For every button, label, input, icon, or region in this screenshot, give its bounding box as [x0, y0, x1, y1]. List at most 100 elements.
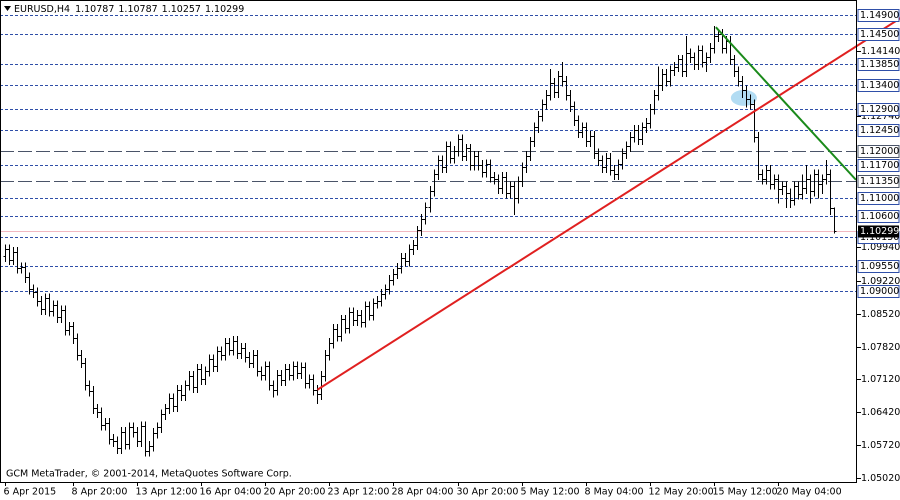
ohlc-bar	[656, 66, 661, 101]
ohlc-bar	[139, 421, 144, 447]
ohlc-bar	[676, 54, 681, 73]
ohlc-bar	[632, 125, 637, 143]
ohlc-bar	[740, 75, 745, 98]
level-label: 1.13850	[860, 59, 899, 70]
ohlc-bar	[508, 181, 513, 199]
trendline	[715, 26, 857, 181]
level-label: 1.12900	[860, 104, 899, 115]
ohlc-bar	[99, 407, 104, 431]
ohlc-bar	[640, 122, 645, 145]
ohlc-bar	[464, 143, 469, 162]
ohlc-bar	[660, 68, 665, 91]
ohlc-bar	[235, 335, 240, 359]
ohlc-bar	[115, 436, 120, 454]
ohlc-bar	[752, 99, 757, 143]
ohlc-bar	[824, 160, 829, 185]
ohlc-bar	[432, 169, 437, 197]
ohlc-bar	[536, 111, 541, 134]
ohlc-bar	[91, 385, 96, 415]
ohlc-bar	[387, 274, 392, 295]
ohlc-bar	[347, 307, 352, 334]
ohlc-bar	[167, 393, 172, 415]
ohlc-bar	[207, 354, 212, 377]
x-tick-label: 30 Apr 20:00	[457, 487, 519, 498]
ohlc-bar	[472, 150, 477, 171]
ohlc-bar	[680, 54, 685, 77]
ohlc-bar	[760, 169, 765, 185]
ohlc-bar	[75, 333, 80, 361]
level-label-box	[857, 9, 900, 22]
ohlc-bar	[339, 314, 344, 342]
ohlc-bar	[532, 122, 537, 148]
level-label: 1.14500	[860, 29, 899, 40]
ohlc-bar	[39, 296, 44, 315]
ohlc-bar	[87, 380, 92, 397]
ohlc-bar	[303, 362, 308, 389]
ohlc-bar	[147, 441, 152, 457]
ohlc-bar	[155, 422, 160, 439]
ohlc-bar	[588, 131, 593, 148]
ohlc-bar	[552, 78, 557, 98]
ohlc-bar	[788, 188, 793, 209]
ohlc-bar	[756, 132, 761, 180]
ohlc-bar	[540, 99, 545, 122]
ohlc-bar	[772, 174, 777, 190]
ohlc-bar	[600, 155, 605, 173]
level-label-box	[857, 79, 900, 92]
ohlc-bar	[436, 155, 441, 180]
ohlc-bar	[7, 244, 12, 266]
ohlc-bar	[480, 160, 485, 178]
ohlc-bar	[812, 169, 817, 197]
ohlc-bar	[832, 207, 837, 234]
ohlc-bar	[395, 263, 400, 280]
ohlc-bar	[628, 132, 633, 152]
ohlc-bar	[243, 342, 248, 363]
ohlc-bar	[516, 176, 521, 204]
ohlc-bar	[500, 171, 505, 194]
ohlc-bar	[159, 409, 164, 433]
bars	[3, 25, 837, 457]
ohlc-bar	[460, 134, 465, 162]
ohlc-bar	[287, 363, 292, 381]
highlight-marker	[730, 89, 757, 106]
x-tick-label: 8 May 04:00	[585, 487, 644, 498]
header: EURUSD,H4 1.10787 1.10787 1.10257 1.10299	[4, 4, 244, 15]
y-tick-label: 1.14140	[861, 46, 900, 57]
level-label-box	[857, 175, 900, 188]
ohlc-bar	[231, 335, 236, 356]
y-tick-label: 1.05720	[861, 440, 900, 451]
ohlc-bar	[780, 181, 785, 195]
ohlc-bar	[776, 174, 781, 204]
ohlc-bar	[580, 122, 585, 138]
ohlc-bar	[151, 428, 156, 452]
ohlc-bar	[343, 314, 348, 334]
ohlc-bar	[219, 346, 224, 361]
ohlc-bar	[187, 370, 192, 391]
ohlc-bar	[275, 370, 280, 396]
ohlc-bar	[11, 246, 16, 266]
price-label: 1.10299	[860, 226, 899, 237]
ohlc-bar	[488, 159, 493, 183]
level-label-box	[857, 58, 900, 71]
x-tick-label: 13 Apr 12:00	[136, 487, 198, 498]
ohlc-bar	[688, 48, 693, 63]
ohlc-bar	[564, 75, 569, 101]
ohlc-bar	[315, 385, 320, 404]
ohlc-bar	[299, 362, 304, 380]
ohlc-bar	[804, 164, 809, 194]
ohlc-bar	[331, 324, 336, 349]
close: 1.10299	[205, 4, 244, 15]
ohlc-bar	[496, 174, 501, 194]
ohlc-bar	[828, 169, 833, 216]
ohlc-bar	[568, 89, 573, 113]
ohlc-bar	[111, 434, 116, 447]
trendline	[316, 17, 900, 391]
ohlc-bar	[584, 122, 589, 148]
ohlc-bar	[19, 262, 24, 274]
ohlc-bar	[504, 171, 509, 199]
x-tick-label: 6 Apr 2015	[4, 487, 57, 498]
x-tick-label: 8 Apr 20:00	[72, 487, 128, 498]
axes: 1.14140 1.12740 1.09940 1.09220 1.08520 1.078…	[4, 9, 900, 498]
footer: GCM MetaTrader, © 2001-2014, MetaQuotes …	[6, 469, 292, 480]
